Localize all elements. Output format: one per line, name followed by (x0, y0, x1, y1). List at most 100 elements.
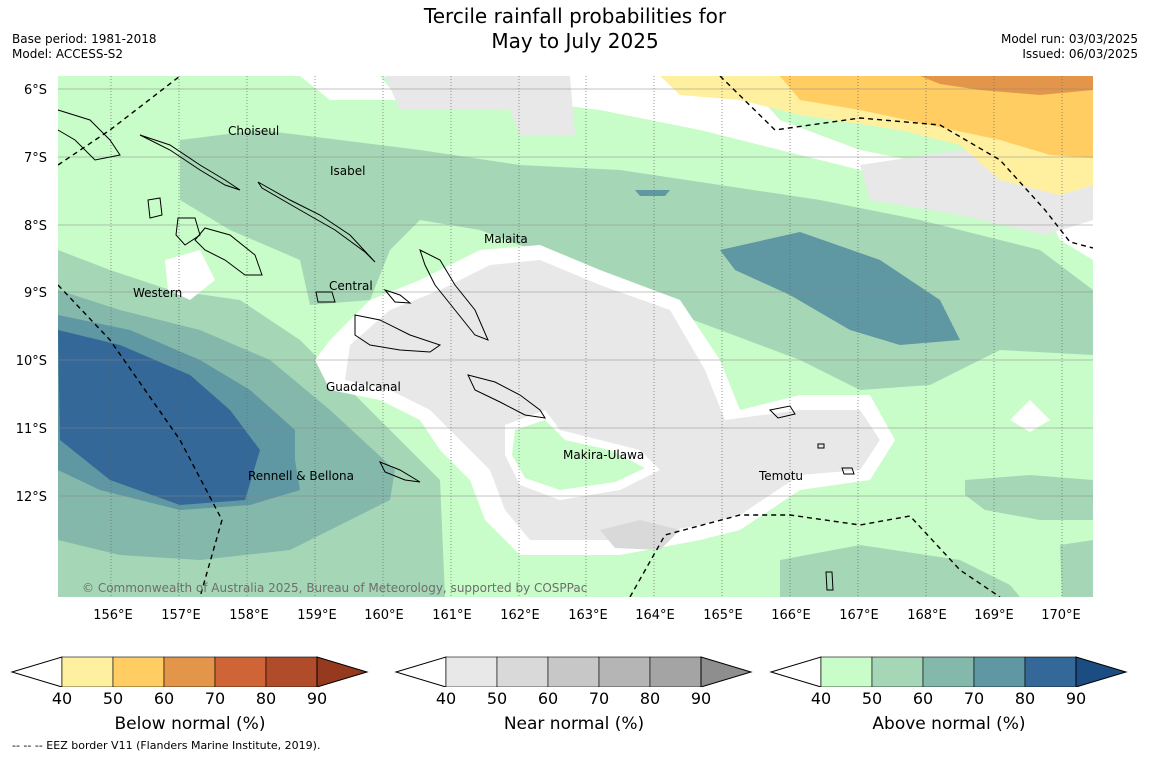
lat-label: 12°S (16, 490, 47, 505)
lon-label: 166°E (771, 608, 811, 623)
lon-label: 167°E (839, 608, 879, 623)
colorbar-tick: 80 (639, 689, 661, 708)
lat-label: 8°S (24, 219, 47, 234)
above-normal-50-corner (1060, 540, 1093, 597)
near-normal-50-patch (600, 520, 680, 550)
no-dominant-north (380, 76, 1093, 260)
islands (57, 109, 855, 591)
lon-label: 161°E (432, 608, 472, 623)
colorbar-high-extend (1075, 656, 1128, 687)
label-isabel: Isabel (330, 164, 365, 178)
colorbar-title: Near normal (%) (503, 714, 645, 734)
colorbar-low-extend (394, 656, 447, 687)
colorbar-swatch (112, 656, 165, 687)
colorbar-above-normal: 40 50 60 70 80 90 Above normal (%) (769, 651, 1129, 734)
meta-right: Model run: 03/03/2025 Issued: 06/03/2025 (1001, 32, 1138, 62)
lon-label: 159°E (297, 608, 337, 623)
florida-islands-outline (383, 288, 412, 304)
malaita-outline (419, 249, 489, 341)
rennell-outline (378, 461, 421, 483)
colorbar-tick: 90 (306, 689, 328, 708)
lat-label: 7°S (24, 151, 47, 166)
lon-label: 162°E (500, 608, 540, 623)
colorbar-swatch (973, 656, 1026, 687)
model-name: Model: ACCESS-S2 (12, 47, 124, 61)
colorbar-tick: 50 (486, 689, 508, 708)
no-dominant-top (300, 76, 400, 100)
colorbar-tick: 70 (204, 689, 226, 708)
colorbar-swatch (496, 656, 549, 687)
lon-label: 156°E (93, 608, 133, 623)
title-line-1: Tercile rainfall probabilities for (423, 4, 727, 28)
colorbar-swatch (598, 656, 651, 687)
lon-label: 157°E (161, 608, 201, 623)
utupua-outline (817, 443, 825, 449)
label-rennell-bellona: Rennell & Bellona (248, 469, 354, 483)
colorbar-swatch (61, 656, 114, 687)
lon-label: 163°E (568, 608, 608, 623)
colorbar-above-normal-scale (769, 656, 1128, 687)
santa-cruz-outline (768, 405, 796, 419)
meta-left: Base period: 1981-2018 Model: ACCESS-S2 (12, 32, 157, 62)
above-normal-70-patch (635, 190, 670, 196)
near-normal-north (385, 76, 575, 135)
colorbar-tick: 70 (963, 689, 985, 708)
eez-footnote: -- -- -- EEZ border V11 (Flanders Marine… (12, 739, 321, 752)
colorbar-below-normal-scale (10, 656, 369, 687)
above-normal-80-southwest (58, 330, 260, 505)
rainfall-map: Choiseul Isabel Malaita Western Central … (16, 76, 1093, 623)
no-dominant-east (1010, 400, 1050, 432)
map-fill-layers (58, 76, 1093, 597)
title-line-2: May to July 2025 (491, 29, 659, 53)
makira-outline (467, 374, 546, 419)
bougainville-outline (57, 109, 121, 161)
latitude-lines (58, 88, 1093, 497)
longitude-labels: 156°E 157°E 158°E 159°E 160°E 161°E 162°… (93, 608, 1081, 623)
above-normal-50-south (780, 545, 1020, 597)
colorbar-tick: 50 (861, 689, 883, 708)
lat-label: 11°S (16, 422, 47, 437)
issued-date: Issued: 06/03/2025 (1022, 47, 1138, 61)
label-central: Central (329, 279, 373, 293)
colorbar-swatch (1024, 656, 1077, 687)
colorbar-swatch (649, 656, 702, 687)
central-islands-outline (315, 291, 336, 303)
lat-label: 10°S (16, 354, 47, 369)
colorbar-legend: 40 50 60 70 80 90 Below normal (%) 40 50… (0, 645, 1150, 735)
above-normal-hole (512, 420, 645, 490)
colorbar-swatch (547, 656, 600, 687)
colorbar-tick: 90 (1065, 689, 1087, 708)
colorbar-swatch (922, 656, 975, 687)
colorbar-swatch (265, 656, 318, 687)
kolombangara-outline (175, 217, 201, 246)
colorbar-tick: 60 (537, 689, 559, 708)
lat-label: 9°S (24, 286, 47, 301)
colorbar-tick: 70 (588, 689, 610, 708)
above-normal-70-east (720, 232, 960, 345)
colorbar-below-normal: 40 50 60 70 80 90 Below normal (%) (10, 651, 370, 734)
colorbar-tick: 40 (435, 689, 457, 708)
label-choiseul: Choiseul (228, 124, 279, 138)
lon-label: 165°E (703, 608, 743, 623)
no-dominant-western (165, 250, 215, 300)
colorbar-near-normal-scale (394, 656, 753, 687)
lon-label: 168°E (907, 608, 947, 623)
label-malaita: Malaita (484, 232, 528, 246)
model-run: Model run: 03/03/2025 (1000, 32, 1138, 46)
colorbar-tick: 80 (255, 689, 277, 708)
colorbar-near-normal: 40 50 60 70 80 90 Near normal (%) (394, 651, 754, 734)
colorbar-low-extend (10, 656, 63, 687)
lon-label: 170°E (1041, 608, 1081, 623)
new-georgia-outline (194, 227, 263, 276)
anuta-outline (825, 571, 834, 591)
choiseul-outline (139, 134, 241, 191)
region-labels: Choiseul Isabel Malaita Western Central … (133, 124, 803, 483)
colorbar-title: Above normal (%) (872, 714, 1026, 734)
colorbar-swatch (820, 656, 873, 687)
colorbar-title: Below normal (%) (114, 714, 266, 734)
vanikoro-outline (841, 467, 855, 475)
lon-label: 164°E (635, 608, 675, 623)
colorbar-tick: 90 (690, 689, 712, 708)
below-normal-60-fill (920, 76, 1093, 95)
label-western: Western (133, 286, 182, 300)
